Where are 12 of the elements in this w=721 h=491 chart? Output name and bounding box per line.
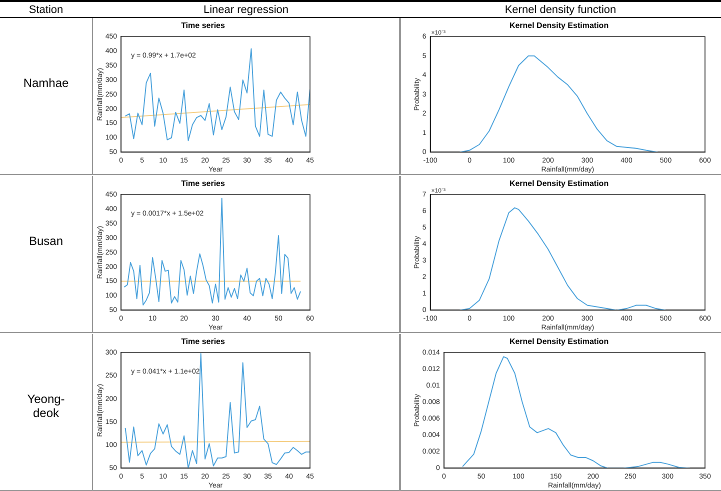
text: Busan [28, 234, 64, 248]
chart-title: Kernel Density Estimation [509, 337, 609, 346]
text: Namhae [22, 76, 70, 90]
text: Yeong- deok [26, 392, 66, 420]
chart-title: Kernel Density Estimation [509, 179, 609, 188]
text: Linear regression [202, 3, 290, 18]
chart-title: Time series [181, 21, 226, 30]
text: Station [28, 3, 64, 18]
chart-title: Time series [181, 179, 226, 188]
chart-title: Time series [181, 337, 226, 346]
chart-title: Kernel Density Estimation [509, 21, 609, 30]
text: Kernel density function [504, 3, 618, 18]
